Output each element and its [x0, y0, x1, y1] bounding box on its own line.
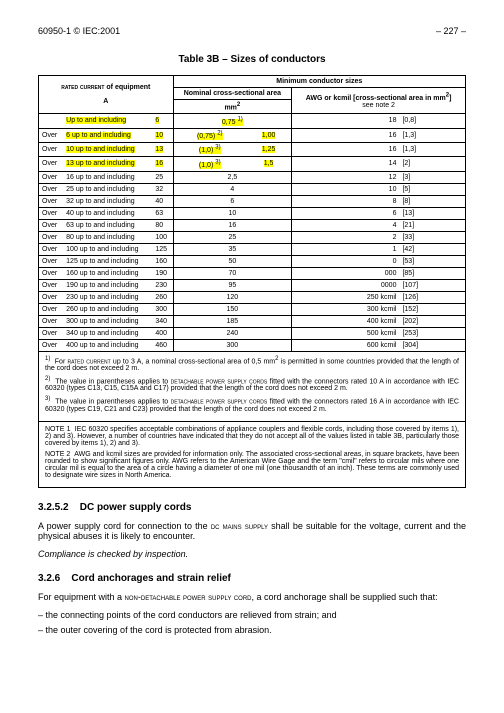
header-left: 60950-1 © IEC:2001 [38, 26, 120, 36]
table-footnotes: 1) For rated current up to 3 A, a nomina… [38, 352, 466, 422]
th-rated-label: rated current of equipment [61, 84, 150, 91]
page-header: 60950-1 © IEC:2001 – 227 – [38, 26, 466, 36]
table-row: Over63 up to and including80164[21] [39, 219, 466, 231]
table-row: Over125 up to and including160500[53] [39, 255, 466, 267]
table-notes: NOTE 1 IEC 60320 specifies acceptable co… [38, 422, 466, 488]
section-dc-cords-heading: 3.2.5.2 DC power supply cords [38, 502, 466, 513]
table-row: Over230 up to and including260120250 kcm… [39, 291, 466, 303]
note: NOTE 1 IEC 60320 specifies acceptable co… [45, 426, 459, 447]
section-dc-p1: A power supply cord for connection to th… [38, 521, 466, 541]
list-item: the connecting points of the cord conduc… [38, 610, 466, 620]
list-item: the outer covering of the cord is protec… [38, 625, 466, 635]
table-row: Over40 up to and including63106[13] [39, 207, 466, 219]
th-rated: rated current of equipment A [39, 76, 174, 114]
note: NOTE 2 AWG and kcmil sizes are provided … [45, 451, 459, 479]
table-row: Over400 up to and including460300600 kcm… [39, 339, 466, 351]
table-body: Up to and including60,75 1)18[0,8]Over6 … [39, 114, 466, 351]
table-row: Over16 up to and including252,512[3] [39, 171, 466, 183]
table-row: Over300 up to and including340185400 kcm… [39, 315, 466, 327]
th-awg: AWG or kcmil [cross-sectional area in mm… [292, 88, 466, 114]
conductor-sizes-table: rated current of equipment A Minimum con… [38, 75, 466, 352]
section-anchorages-p1: For equipment with a non-detachable powe… [38, 592, 466, 602]
table-row: Over10 up to and including13(1,0) 3)1,25… [39, 142, 466, 156]
table-row: Over32 up to and including4068[8] [39, 195, 466, 207]
section-dc-p2: Compliance is checked by inspection. [38, 549, 466, 559]
table-title: Table 3B – Sizes of conductors [38, 54, 466, 65]
table-row: Over80 up to and including100252[33] [39, 231, 466, 243]
header-right: – 227 – [436, 26, 466, 36]
table-row: Up to and including60,75 1)18[0,8] [39, 114, 466, 128]
th-nominal: Nominal cross-sectional area [173, 88, 292, 100]
table-row: Over340 up to and including400240500 kcm… [39, 327, 466, 339]
section-anchorages-heading: 3.2.6 Cord anchorages and strain relief [38, 573, 466, 584]
footnote: 2) The value in parentheses applies to d… [45, 376, 459, 392]
table-row: Over260 up to and including300150300 kcm… [39, 303, 466, 315]
th-nominal-unit: mm2 [173, 100, 292, 114]
th-min-sizes: Minimum conductor sizes [173, 76, 465, 88]
table-row: Over25 up to and including32410[5] [39, 183, 466, 195]
footnote: 1) For rated current up to 3 A, a nomina… [45, 356, 459, 372]
table-row: Over6 up to and including10(0,75) 2)1,00… [39, 128, 466, 142]
th-rated-unit: A [103, 98, 108, 105]
anchorage-list: the connecting points of the cord conduc… [38, 610, 466, 635]
table-row: Over160 up to and including19070000[85] [39, 267, 466, 279]
table-row: Over190 up to and including230950000[107… [39, 279, 466, 291]
table-row: Over13 up to and including16(1,0) 3)1,51… [39, 157, 466, 171]
table-row: Over100 up to and including125351[42] [39, 243, 466, 255]
footnote: 3) The value in parentheses applies to d… [45, 396, 459, 412]
